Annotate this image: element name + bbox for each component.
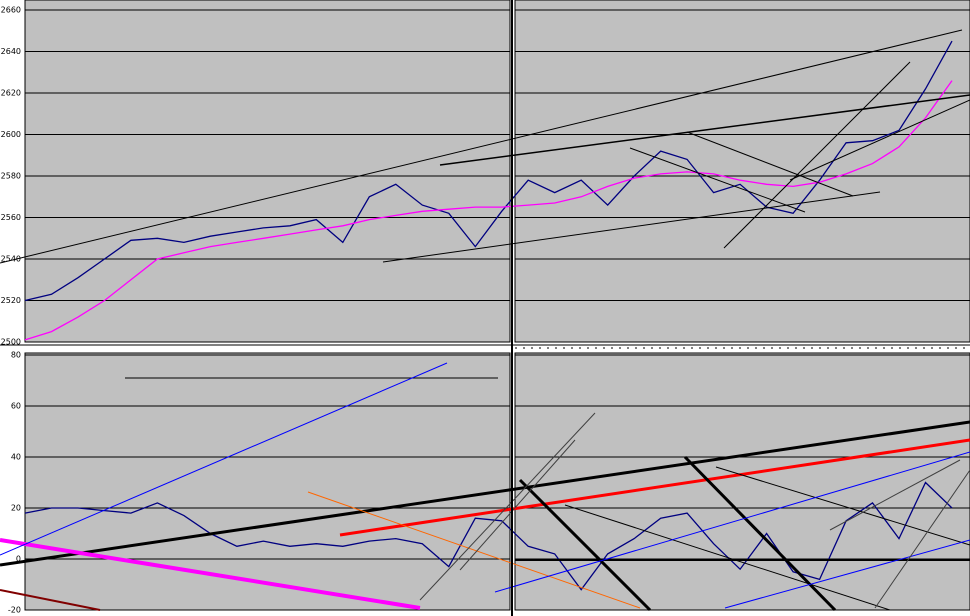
- y-tick-label: 80: [11, 351, 21, 360]
- y-tick-label: 0: [16, 555, 21, 564]
- panel: [24, 0, 511, 343]
- y-tick-label: 40: [11, 453, 21, 462]
- y-tick-label: 2640: [1, 47, 21, 56]
- y-tick-label: 60: [11, 402, 21, 411]
- y-tick-label: 2600: [1, 130, 21, 139]
- series-line: [24, 40, 953, 302]
- y-tick-label: 2580: [1, 172, 21, 181]
- panel: [514, 352, 970, 611]
- y-tick-label: -20: [8, 606, 21, 615]
- y-tick-label: 20: [11, 504, 21, 513]
- y-tick-label: 2520: [1, 296, 21, 305]
- y-tick-label: 2660: [1, 6, 21, 15]
- panel: [514, 0, 970, 343]
- y-tick-label: 2500: [1, 338, 21, 347]
- y-tick-label: 2620: [1, 89, 21, 98]
- y-tick-label: 2560: [1, 213, 21, 222]
- panel: [24, 352, 511, 611]
- series-line: [24, 80, 953, 341]
- y-tick-label: 2540: [1, 255, 21, 264]
